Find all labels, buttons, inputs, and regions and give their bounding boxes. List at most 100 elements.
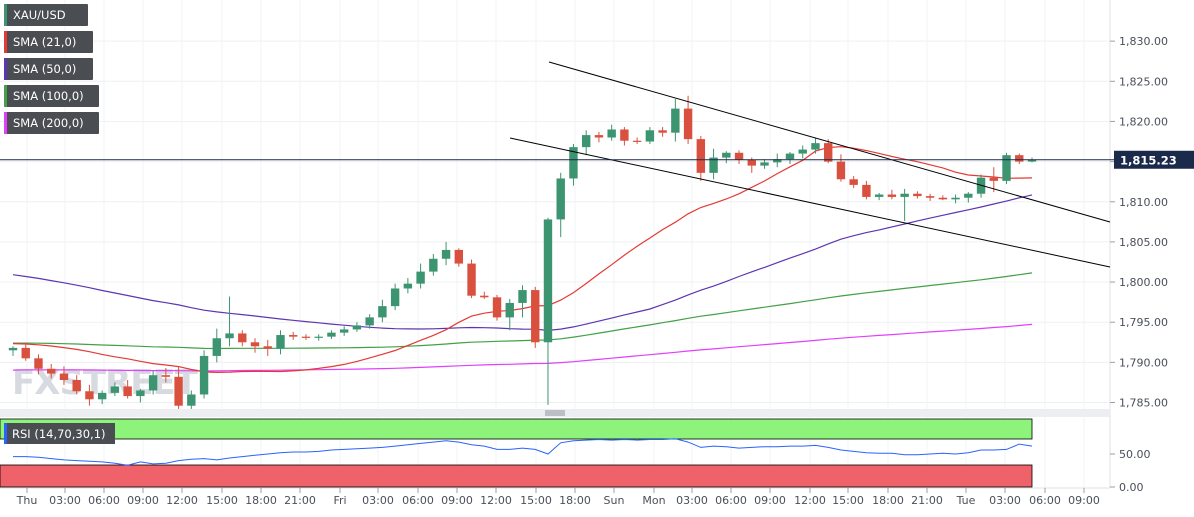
x-tick-label: Thu bbox=[16, 494, 38, 507]
sma100-path bbox=[13, 272, 1033, 350]
candle bbox=[925, 193, 935, 201]
candle bbox=[696, 135, 706, 181]
legend-item[interactable]: SMA (200,0) bbox=[4, 112, 99, 134]
rsi-legend-label: RSI (14,70,30,1) bbox=[12, 427, 106, 441]
legend-color-swatch bbox=[4, 58, 7, 80]
x-tick-label: 03:00 bbox=[676, 494, 708, 507]
candle-body bbox=[352, 325, 362, 330]
legend-item[interactable]: XAU/USD bbox=[4, 4, 88, 26]
candle bbox=[620, 127, 629, 146]
candle-body bbox=[989, 177, 998, 181]
candle bbox=[21, 343, 30, 361]
candle-body bbox=[429, 258, 438, 272]
candle bbox=[212, 328, 221, 363]
x-tick-label: Sun bbox=[604, 494, 625, 507]
candle-body bbox=[187, 394, 196, 406]
x-tick-label: 21:00 bbox=[911, 494, 943, 507]
x-tick-label: 18:00 bbox=[559, 494, 591, 507]
candle bbox=[34, 354, 43, 375]
candle-body bbox=[951, 197, 960, 200]
legend-color-swatch bbox=[4, 85, 7, 107]
legend-item[interactable]: SMA (50,0) bbox=[4, 58, 93, 80]
candle bbox=[658, 127, 667, 137]
candle bbox=[403, 278, 413, 294]
sma-200-line bbox=[12, 323, 1033, 372]
x-tick-label: 12:00 bbox=[166, 494, 198, 507]
candle bbox=[390, 283, 400, 311]
x-tick-label: 03:00 bbox=[49, 494, 81, 507]
candle bbox=[964, 192, 973, 203]
time-axis: Thu 03:00 06:00 09:00 12:00 15:00 18:00 21:00 Fr… bbox=[16, 488, 1100, 507]
candle-body bbox=[34, 358, 43, 369]
legend-item-label: SMA (21,0) bbox=[13, 35, 76, 49]
candle-body bbox=[238, 333, 247, 343]
candle bbox=[887, 189, 897, 200]
x-tick-label: 06:00 bbox=[402, 494, 434, 507]
rsi-legend-item[interactable]: RSI (14,70,30,1) bbox=[4, 423, 115, 444]
candle bbox=[938, 195, 948, 201]
candle-body bbox=[581, 135, 591, 148]
candle bbox=[581, 130, 591, 156]
candle bbox=[849, 176, 858, 189]
candle bbox=[773, 153, 782, 168]
pane-resize-handle-icon[interactable] bbox=[545, 410, 565, 416]
candle bbox=[1015, 153, 1024, 165]
y-tick-label: 1,810.00 bbox=[1119, 196, 1168, 209]
candle-body bbox=[900, 193, 909, 197]
y-tick-label: 1,785.00 bbox=[1119, 397, 1168, 410]
candle-body bbox=[964, 193, 973, 198]
candle bbox=[569, 143, 578, 186]
candle bbox=[85, 384, 94, 406]
legend-color-swatch bbox=[4, 112, 7, 134]
candle bbox=[492, 294, 502, 321]
candle bbox=[148, 370, 158, 395]
candle-body bbox=[607, 129, 616, 138]
candle bbox=[836, 154, 846, 182]
candle bbox=[161, 367, 171, 383]
candle bbox=[416, 263, 425, 289]
x-tick-label: 12:00 bbox=[794, 494, 826, 507]
legend-item-box bbox=[4, 112, 99, 134]
candle bbox=[47, 363, 56, 379]
candle bbox=[900, 188, 909, 222]
candle-body bbox=[913, 193, 922, 197]
x-tick-label: 15:00 bbox=[832, 494, 864, 507]
candle-body bbox=[365, 317, 374, 326]
candle-body bbox=[85, 391, 94, 400]
candle-body bbox=[123, 386, 132, 397]
candle-body bbox=[72, 380, 81, 392]
y-tick-label: 1,820.00 bbox=[1119, 115, 1168, 128]
candle-body bbox=[441, 249, 451, 259]
y-tick-label: 1,800.00 bbox=[1119, 276, 1168, 289]
candle bbox=[951, 194, 960, 204]
candle-body bbox=[811, 143, 820, 150]
candle-body bbox=[785, 153, 795, 160]
candle bbox=[518, 285, 527, 318]
candle-body bbox=[722, 152, 731, 158]
candle-body bbox=[798, 149, 807, 154]
candle-body bbox=[734, 152, 744, 160]
candle bbox=[289, 331, 298, 340]
legend-item[interactable]: SMA (21,0) bbox=[4, 31, 93, 53]
x-tick-label: 15:00 bbox=[520, 494, 552, 507]
x-tick-label: 03:00 bbox=[989, 494, 1021, 507]
candle bbox=[8, 346, 18, 356]
rsi-pane: 0.00 50.00 RSI (14,70,30,1) bbox=[0, 418, 1151, 494]
legend-item[interactable]: SMA (100,0) bbox=[4, 85, 99, 107]
candle bbox=[467, 259, 476, 299]
candle bbox=[314, 334, 323, 341]
candle-body bbox=[594, 135, 604, 138]
candle bbox=[72, 375, 81, 395]
candle-body bbox=[314, 336, 323, 338]
candle-body bbox=[492, 297, 502, 318]
candle-body bbox=[199, 355, 209, 395]
rsi-legend-box bbox=[4, 423, 115, 444]
x-tick-label: Mon bbox=[642, 494, 665, 507]
sma21-path bbox=[12, 146, 1033, 374]
candle bbox=[989, 167, 998, 193]
x-tick-label: Fri bbox=[333, 494, 346, 507]
candle-body bbox=[938, 197, 948, 200]
candle-body bbox=[824, 143, 833, 162]
